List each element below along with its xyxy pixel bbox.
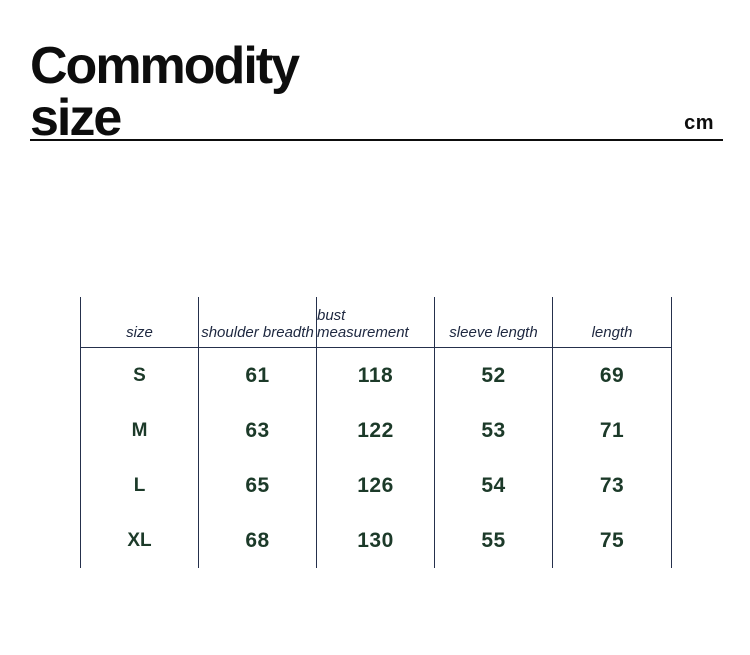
column-header-bust-measurement: bust measurement: [317, 297, 435, 348]
size-cell-xl: XL: [81, 513, 199, 568]
table-cell: 65: [199, 458, 317, 513]
table-cell: 75: [599, 528, 625, 552]
table-cell: 61: [199, 348, 317, 403]
size-cell-m: M: [81, 403, 199, 458]
table-cell: 73: [599, 473, 625, 497]
table-cell: 52: [435, 348, 553, 403]
size-table: size shoulder breadth bust measurement s…: [80, 297, 672, 568]
table-cell: 68: [199, 513, 317, 568]
column-header-length: length: [553, 297, 671, 348]
table-cell: 118: [317, 348, 435, 403]
table-cell: 55: [435, 513, 553, 568]
page-title: Commodity size: [30, 37, 300, 147]
table-cell: 122: [317, 403, 435, 458]
table-cell: 130: [317, 513, 435, 568]
column-header-sleeve-length: sleeve length: [435, 297, 553, 348]
table-cell: 53: [435, 403, 553, 458]
page-title-line-1: Commodity: [30, 37, 300, 95]
table-cell: 69: [599, 363, 625, 387]
column-header-shoulder-breadth: shoulder breadth: [199, 297, 317, 348]
size-cell-l: L: [81, 458, 199, 513]
table-cell: 54: [435, 458, 553, 513]
size-cell-s: S: [81, 348, 199, 403]
heading-divider: [30, 139, 723, 141]
table-cell: 126: [317, 458, 435, 513]
page-title-line-2: size: [30, 89, 122, 147]
table-cell: 63: [199, 403, 317, 458]
unit-label: cm: [684, 112, 714, 134]
table-cell: 71: [599, 418, 625, 442]
column-header-size: size: [81, 297, 199, 348]
